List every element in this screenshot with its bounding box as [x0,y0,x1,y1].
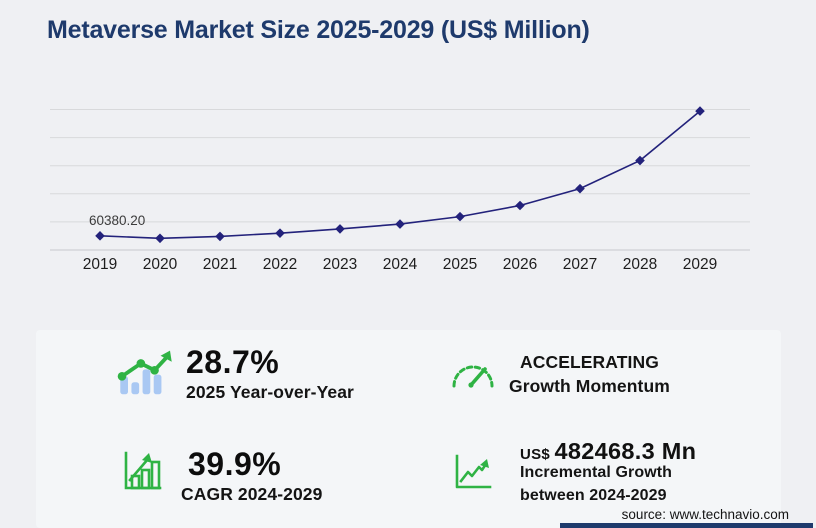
data-point-2028 [635,155,645,166]
growth-arrow-icon [455,454,492,489]
yoy-trend-icon [117,350,172,395]
x-axis-label: 2029 [682,256,718,273]
source-text: source: www.technavio.com [621,507,789,522]
yoy-value: 28.7% [186,344,280,380]
market-size-line [99,110,701,240]
x-axis-label: 2020 [142,256,178,273]
data-point-2022 [275,228,285,238]
x-axis-label: 2023 [322,256,358,273]
data-point-2026 [515,200,525,211]
data-point-2024 [395,219,405,229]
bottom-accent-bar [560,523,813,528]
data-point-2029 [695,106,705,116]
cagr-label: CAGR 2024-2029 [181,484,323,504]
momentum-line1: ACCELERATING [520,352,659,372]
data-point-2023 [335,224,345,234]
x-axis-label: 2019 [82,256,118,273]
first-point-data-label: 60380.20 [89,213,145,228]
page-title: Metaverse Market Size 2025-2029 (US$ Mil… [47,16,590,44]
data-point-2025 [455,211,465,222]
x-axis-label: 2027 [562,256,598,273]
incremental-currency: US$ [520,446,551,463]
cagr-value: 39.9% [188,446,282,482]
momentum-line2: Growth Momentum [509,376,670,396]
incremental-value: 482468.3 Mn [554,438,697,464]
data-point-2019 [95,231,105,241]
yoy-label: 2025 Year-over-Year [186,382,354,402]
incremental-line2: between 2024-2029 [520,487,667,504]
cagr-bar-chart-icon [124,451,162,490]
x-axis-label: 2028 [622,256,658,273]
data-point-2020 [155,233,165,244]
x-axis-label: 2024 [382,256,418,273]
data-point-2027 [575,183,585,194]
x-axis-label: 2025 [442,256,478,273]
x-axis-labels: 2019 2020 2021 2022 2023 2024 2025 2026 2027 2028… [0,256,816,276]
x-axis-label: 2021 [202,256,238,273]
x-axis-label: 2026 [502,256,538,273]
speedometer-icon [452,365,494,388]
incremental-line1: Incremental Growth [520,464,673,481]
data-point-2021 [215,231,225,242]
incremental-value-row: US$ 482468.3 Mn [520,438,696,465]
x-axis-label: 2022 [262,256,298,273]
market-line-chart-svg: 60380.20 [50,106,750,251]
